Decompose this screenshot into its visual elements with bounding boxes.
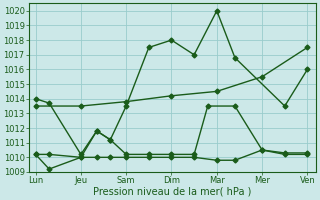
X-axis label: Pression niveau de la mer( hPa ): Pression niveau de la mer( hPa )	[93, 187, 252, 197]
